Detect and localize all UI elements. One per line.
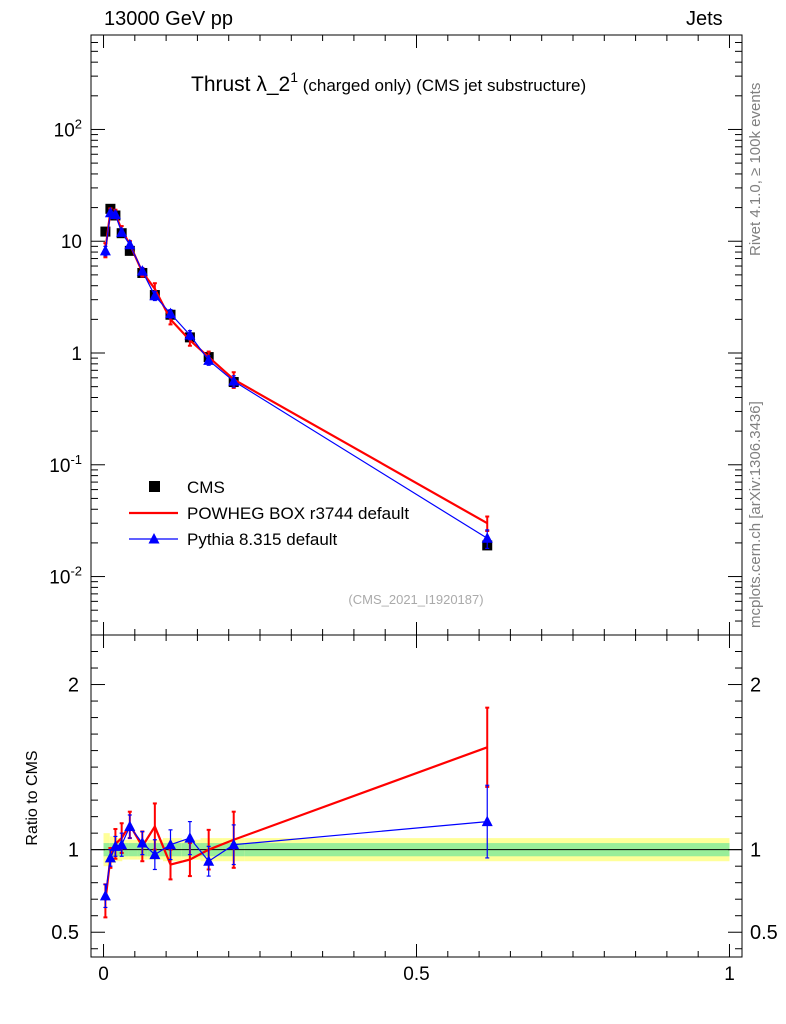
main-y-tick-label: 10-2 — [49, 564, 82, 589]
main-y-tick-label: 102 — [54, 116, 82, 141]
pythia-data-point — [481, 532, 493, 543]
main-y-tick-label: 10-1 — [49, 452, 82, 477]
chart-title: Thrust λ_21 (charged only) (CMS jet subs… — [191, 69, 586, 96]
ratio-y-tick-label-right: 2 — [750, 675, 761, 697]
legend-entry-label: POWHEG BOX r3744 default — [187, 504, 409, 523]
pythia-ratio-point — [203, 855, 215, 866]
powheg-ratio-line — [104, 746, 488, 901]
legend-entry-label: CMS — [187, 478, 225, 497]
pythia-data-point — [164, 307, 176, 319]
pythia-ratio-point — [136, 837, 148, 848]
pythia-line — [104, 211, 488, 539]
ratio-y-tick-label-right: 1 — [750, 840, 761, 862]
rivet-version-label: Rivet 4.1.0, ≥ 100k events — [747, 82, 764, 256]
legend-entry-label: Pythia 8.315 default — [187, 530, 338, 549]
ratio-y-tick-label: 2 — [68, 675, 79, 697]
pythia-ratio-point — [149, 848, 161, 860]
powheg-line — [104, 209, 488, 525]
ratio-panel-frame — [90, 634, 743, 958]
pythia-ratio-point — [228, 838, 240, 850]
pythia-ratio-point — [164, 838, 176, 850]
pythia-ratio-point — [104, 851, 116, 863]
main-data — [99, 203, 493, 551]
beam-energy-label: 13000 GeV pp — [104, 8, 233, 30]
legend-pythia-marker — [148, 533, 160, 544]
pythia-data-point — [149, 289, 161, 301]
pythia-ratio-point — [116, 838, 128, 850]
ratio-y-tick-label: 0.5 — [51, 922, 79, 944]
ratio-y-tick-label-right: 0.5 — [750, 922, 778, 944]
pythia-ratio-point — [184, 832, 196, 843]
ratio-y-axis: 0.5 0.5 1 1 2 2 Ratio to CMS — [24, 651, 778, 950]
legend: CMS POWHEG BOX r3744 default Pythia 8.315 … — [129, 478, 409, 549]
cms-data-point — [100, 226, 111, 237]
pythia-ratio-point — [124, 820, 136, 832]
pythia-data-point — [228, 375, 240, 386]
pythia-ratio-point — [481, 815, 493, 827]
pythia-data-point — [184, 328, 196, 340]
main-y-tick-label: 10 — [61, 232, 82, 253]
pythia-data-point — [124, 238, 136, 250]
legend-cms-marker — [149, 481, 160, 492]
main-y-tick-label: 1 — [71, 344, 82, 365]
ratio-y-tick-label: 1 — [68, 840, 79, 862]
cms-data-point — [124, 245, 135, 256]
main-y-axis: 10-2 10-1 1 10 102 — [49, 34, 742, 636]
pythia-ratio-point — [99, 889, 111, 901]
pythia-data-point — [109, 208, 121, 220]
mcplots-label: mcplots.cern.ch [arXiv:1306.3436] — [747, 401, 764, 628]
x-tick-label: 1 — [724, 964, 735, 985]
process-label: Jets — [686, 8, 723, 30]
ratio-data — [99, 706, 493, 919]
pythia-data-point — [203, 354, 215, 365]
x-tick-label: 0 — [98, 964, 109, 985]
x-tick-label: 0.5 — [403, 964, 429, 985]
ratio-y-axis-title: Ratio to CMS — [24, 750, 41, 845]
pythia-data-point — [99, 244, 111, 256]
pythia-data-point — [136, 265, 148, 276]
x-axis-ticks: 0 0.5 1 — [98, 35, 735, 985]
analysis-id-label: (CMS_2021_I1920187) — [348, 592, 483, 607]
pythia-data-point — [116, 226, 128, 237]
